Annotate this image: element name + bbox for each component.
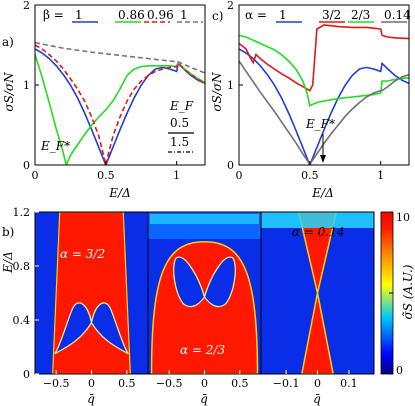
panel-a-legend-label: 0.96 bbox=[147, 8, 174, 22]
panel-a-legend-symbol: β = bbox=[43, 8, 64, 22]
panel-c-annotation: E_F* bbox=[305, 117, 335, 163]
panel-a-legend-label: 0.86 bbox=[118, 8, 145, 22]
panel-label-c: c) bbox=[212, 9, 223, 23]
panel-a-annotation: E_F* bbox=[40, 139, 70, 153]
panel-a-ytick-label: 2 bbox=[23, 0, 30, 12]
heatmap-ylabel: E/Δ bbox=[1, 251, 15, 273]
panel-a-legend-ef: E_F 0.5 1.5 bbox=[168, 99, 194, 153]
panel-label-b: b) bbox=[2, 225, 14, 239]
colorbar-tick-label: 0 bbox=[396, 364, 403, 377]
panel-c-xlabel: E/Δ bbox=[311, 186, 333, 200]
panel-a-legend: β = 1 0.86 0.96 1 bbox=[43, 8, 203, 23]
heatmap-xtick-label: 0.5 bbox=[231, 377, 249, 390]
panel-a-legend-label: 1 bbox=[75, 8, 83, 22]
heatmap-xtick-label: −0.5 bbox=[156, 377, 183, 390]
heatmap-ytick-label: 0 bbox=[23, 368, 30, 381]
panel-c-frame bbox=[238, 4, 410, 166]
panel-c-ylabel: σS/σN bbox=[210, 72, 224, 112]
panel-label-a: a) bbox=[2, 35, 14, 49]
panel-c-legend-label: 1 bbox=[279, 8, 287, 22]
colorbar-label: σ̃S (A.U.) bbox=[401, 264, 415, 319]
panel-c-xtick-label: 1 bbox=[377, 169, 384, 182]
heatmap-alpha-3-2 bbox=[35, 212, 148, 374]
heatmap-alpha-label-1: α = 3/2 bbox=[60, 247, 105, 261]
panel-c-legend-label: 3/2 bbox=[322, 8, 341, 22]
heatmap-xtick-label: 0 bbox=[314, 377, 321, 390]
panel-c-ytick-label: 1 bbox=[227, 79, 234, 92]
heatmap-xtick-label: −0.1 bbox=[273, 377, 300, 390]
heatmap-alpha-label-2: α = 2/3 bbox=[180, 343, 225, 357]
panel-a-ylabel: σS/σN bbox=[2, 72, 16, 112]
heatmap-band bbox=[52, 212, 131, 374]
panel-a-legend-ef-title: E_F bbox=[169, 99, 194, 113]
panel-c-legend-label: 0.14 bbox=[384, 8, 411, 22]
colorbar-tick-label: 10 bbox=[396, 211, 410, 224]
heatmap-ytick-label: 0.4 bbox=[13, 314, 31, 327]
panel-a-series-3 bbox=[35, 41, 205, 74]
panel-b: b) −0.5 0 0.5 −0.5 0 0.5 −0.1 0 0.1 0 0.4 0.8 1.2 α … bbox=[1, 206, 415, 406]
heatmap-xtick-label: 0.1 bbox=[340, 377, 358, 390]
heatmap-xlabel-1: q̄ bbox=[87, 392, 95, 406]
heatmap-upper-cone bbox=[297, 212, 338, 294]
panel-c-legend-symbol: α = bbox=[245, 8, 267, 22]
panel-a-xtick-label: 0.5 bbox=[97, 169, 115, 182]
heatmap-xtick-label: 0.5 bbox=[118, 377, 136, 390]
panel-a-ytick-label: 0 bbox=[23, 159, 30, 172]
heatmap-xtick-label: −0.5 bbox=[43, 377, 70, 390]
heatmap-alpha-label-3: α = 0.14 bbox=[292, 225, 345, 239]
panel-c-ytick-label: 0 bbox=[227, 159, 234, 172]
heatmap-xtick-label: 0 bbox=[201, 377, 208, 390]
panel-c-legend-label: 2/3 bbox=[351, 8, 370, 22]
panel-a-series-2 bbox=[35, 44, 205, 165]
panel-a-legend-label: 1 bbox=[180, 8, 188, 22]
heatmap-ytick-label: 0.8 bbox=[13, 260, 31, 273]
panel-c-series-1 bbox=[239, 24, 409, 92]
heatmap-top-stripe bbox=[261, 212, 374, 228]
heatmap-xlabel-2: q̄ bbox=[200, 392, 208, 406]
heatmap-top-stripe bbox=[150, 214, 259, 224]
panel-a-xtick-label: 0 bbox=[32, 169, 39, 182]
panel-c-xtick-label: 0 bbox=[236, 169, 243, 182]
panel-a-legend-ef-label-1: 0.5 bbox=[170, 116, 189, 130]
panel-c-annotation-text: E_F* bbox=[305, 117, 335, 131]
heatmap-lobe bbox=[90, 302, 129, 355]
heatmap-xtick-label: 0 bbox=[88, 377, 95, 390]
panel-c-series-0 bbox=[239, 48, 409, 165]
panel-c-xtick-label: 0.5 bbox=[301, 169, 319, 182]
heatmap-alpha-2-3 bbox=[148, 212, 261, 374]
panel-a: a) 0 0.5 1 0 1 2 σS/σN E/Δ β = 1 0.86 0.96 1 E_F… bbox=[2, 0, 206, 200]
panel-a-xtick-label: 1 bbox=[173, 169, 180, 182]
panel-a-series-1 bbox=[35, 54, 205, 165]
panel-a-legend-ef-label-2: 1.5 bbox=[170, 135, 189, 149]
panel-a-ytick-label: 1 bbox=[23, 79, 30, 92]
panel-c-ytick-label: 2 bbox=[227, 0, 234, 12]
heatmap-ytick-label: 1.2 bbox=[13, 206, 31, 219]
panel-a-xlabel: E/Δ bbox=[108, 186, 130, 200]
panel-c-legend: α = 1 3/2 2/3 0.14 bbox=[245, 8, 411, 23]
panel-c-series-3 bbox=[239, 60, 409, 165]
heatmap-lobe bbox=[203, 256, 236, 308]
heatmap-lobe bbox=[54, 302, 93, 355]
heatmap-lobe bbox=[173, 256, 206, 308]
panel-c-annotation-arrowhead bbox=[320, 155, 326, 163]
panel-c-series-2 bbox=[239, 34, 409, 108]
heatmap-xlabel-3: q̄ bbox=[313, 392, 321, 406]
heatmap-alpha-0-14 bbox=[261, 212, 374, 374]
panel-c: c) 0 0.5 1 0 1 2 σS/σN E/Δ α = 1 3/2 2/3 0.14 E_… bbox=[210, 0, 411, 200]
heatmap-lower-cone bbox=[301, 292, 334, 374]
